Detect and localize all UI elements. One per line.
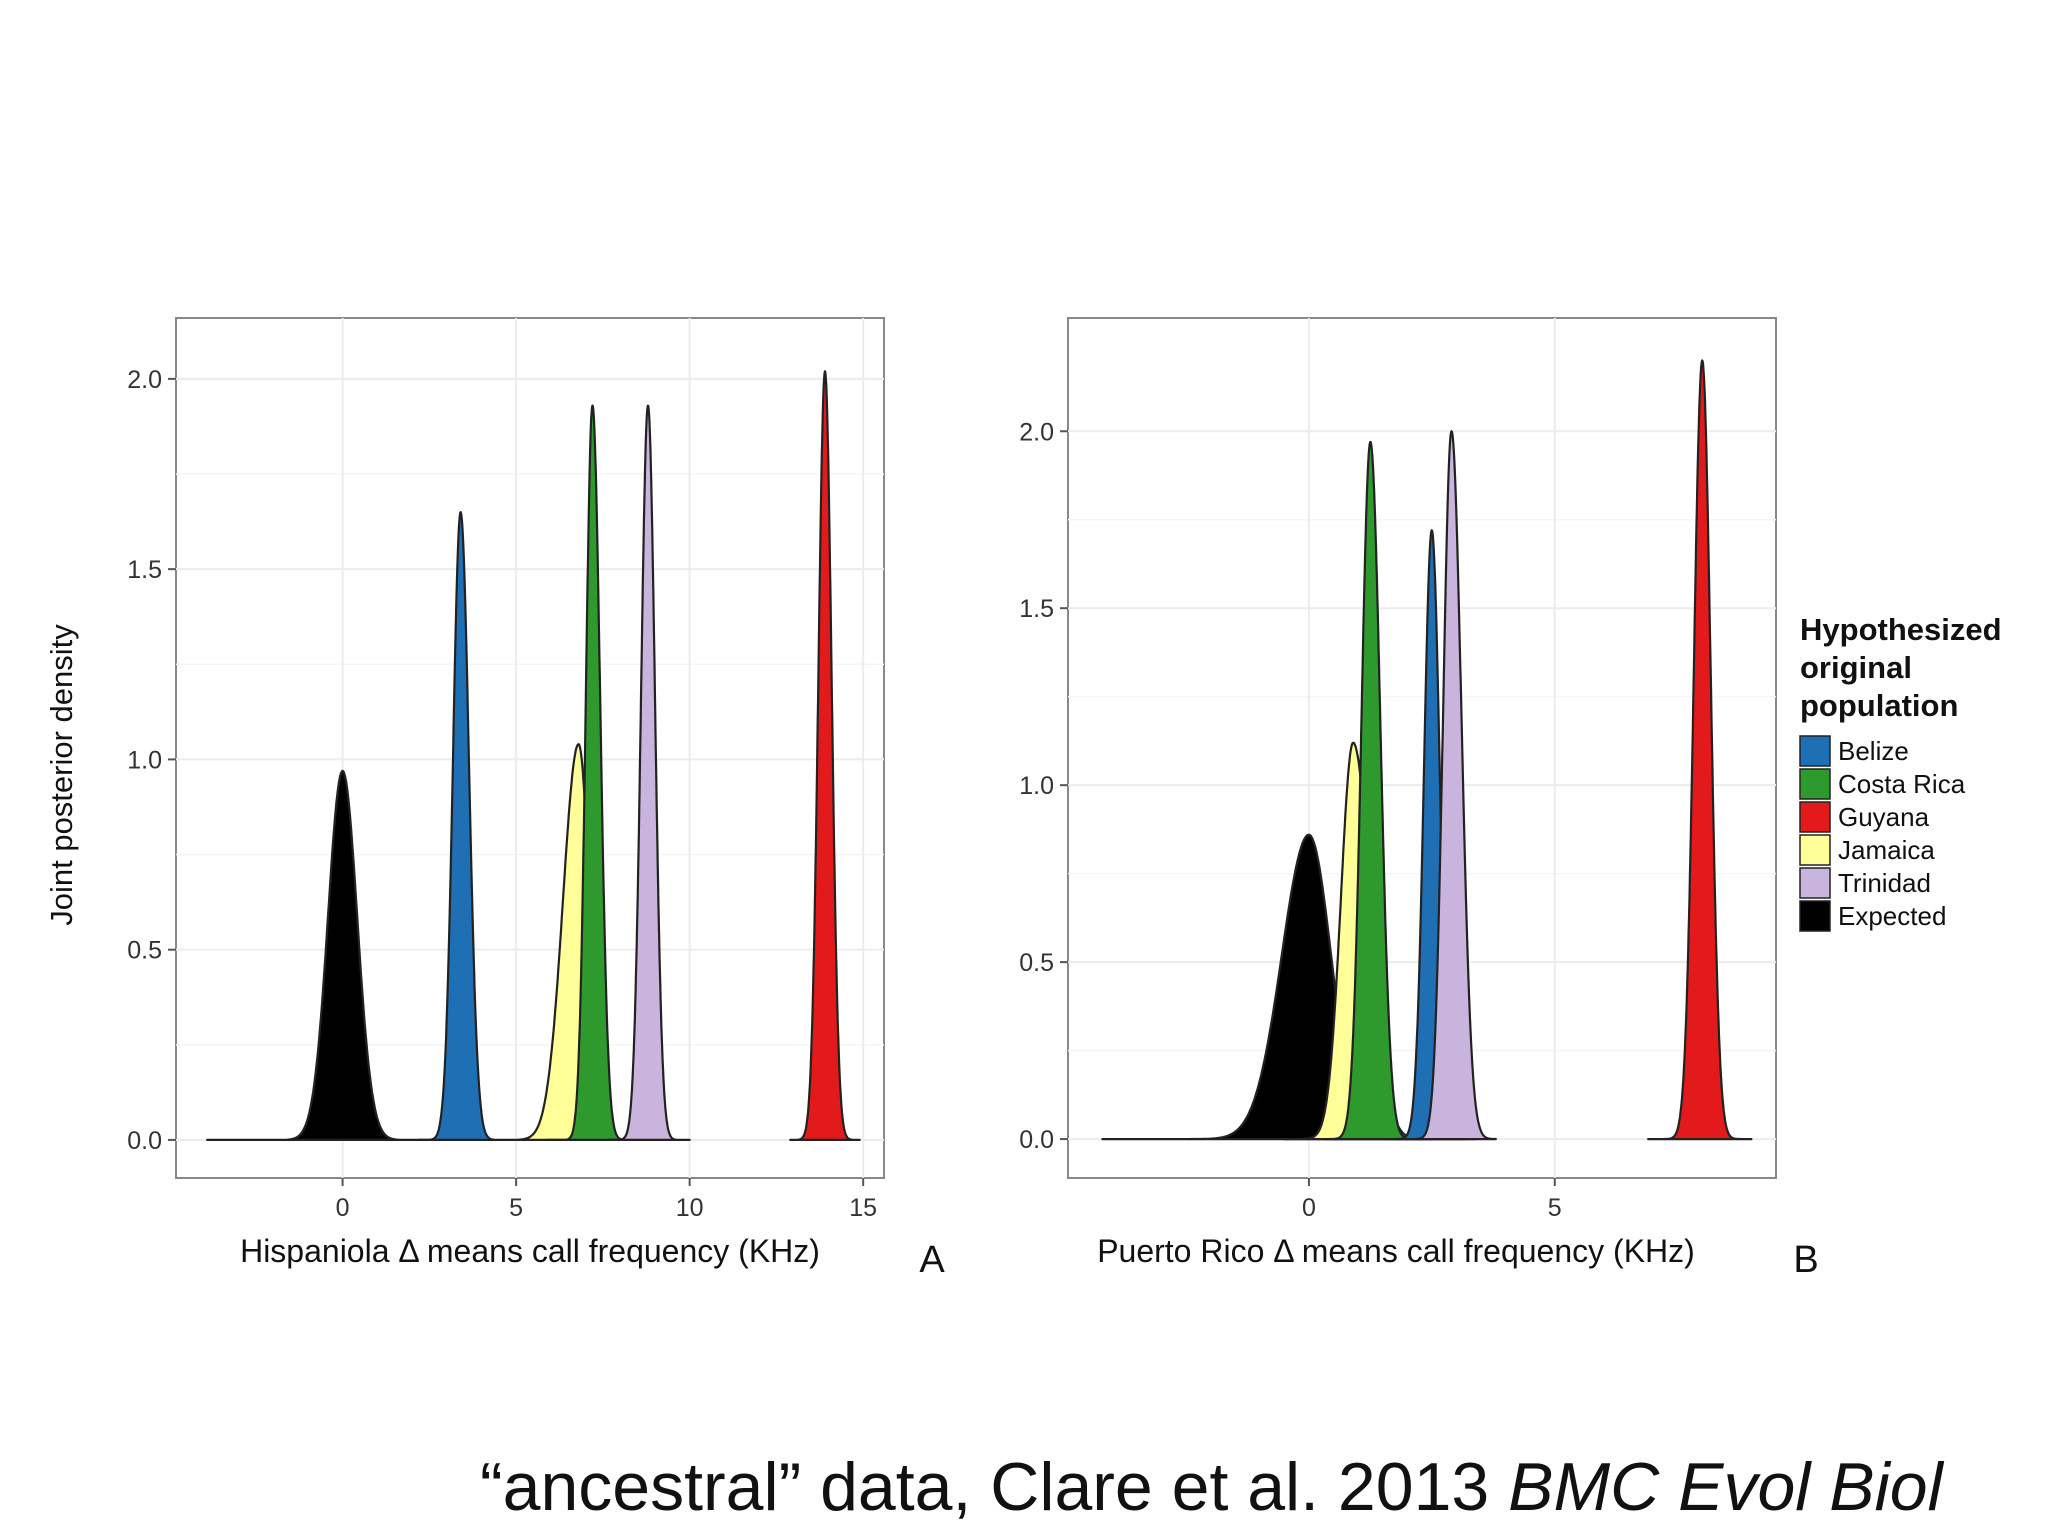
x-tick-label: 0 bbox=[1302, 1194, 1316, 1222]
x-tick-label: 5 bbox=[509, 1194, 523, 1222]
legend-swatch-belize bbox=[1799, 735, 1831, 767]
density-curve-trinidad bbox=[608, 404, 691, 1141]
panel-b-y-ticks: 0.0 0.5 1.0 1.5 2.0 bbox=[1019, 418, 1068, 1154]
density-curve-trinidad bbox=[1406, 430, 1497, 1141]
panel-a-label: A bbox=[919, 1239, 945, 1281]
panel-b-label: B bbox=[1793, 1239, 1818, 1281]
y-tick-label: 2.0 bbox=[127, 366, 162, 394]
panel-a-x-ticks: 0 5 10 15 bbox=[336, 1178, 877, 1222]
y-tick-label: 2.0 bbox=[1019, 418, 1054, 446]
panel-a-x-axis-label: Hispaniola Δ means call frequency (KHz) bbox=[240, 1233, 820, 1269]
y-tick-label: 0.0 bbox=[127, 1127, 162, 1155]
y-tick-label: 0.5 bbox=[127, 937, 162, 965]
legend-label-costa-rica: Costa Rica bbox=[1838, 769, 1966, 799]
legend-label-jamaica: Jamaica bbox=[1838, 835, 1935, 865]
legend-label-expected: Expected bbox=[1838, 901, 1946, 931]
citation-text: “ancestral” data, Clare et al. 2013 bbox=[480, 1449, 1509, 1525]
legend-title-line-3: population bbox=[1800, 688, 1958, 723]
y-tick-label: 1.5 bbox=[1019, 595, 1054, 623]
legend: Hypothesized original population BelizeC… bbox=[1799, 612, 2002, 932]
panel-b-x-axis-label: Puerto Rico Δ means call frequency (KHz) bbox=[1097, 1233, 1695, 1269]
y-tick-label: 0.0 bbox=[1019, 1126, 1054, 1154]
legend-label-trinidad: Trinidad bbox=[1838, 868, 1931, 898]
x-tick-label: 15 bbox=[849, 1194, 877, 1222]
citation-caption: “ancestral” data, Clare et al. 2013 BMC … bbox=[480, 1448, 1943, 1526]
panel-a: 0.0 0.5 1.0 1.5 2.0 0 5 10 15 Joint posterior d… bbox=[44, 317, 945, 1281]
x-tick-label: 0 bbox=[336, 1194, 350, 1222]
panel-a-y-axis-label: Joint posterior density bbox=[44, 624, 79, 926]
panel-b-density-curves bbox=[1101, 359, 1753, 1141]
plot-a-background bbox=[175, 317, 885, 1179]
legend-swatch-expected bbox=[1799, 900, 1831, 932]
legend-swatch-jamaica bbox=[1799, 834, 1831, 866]
panel-a-y-ticks: 0.0 0.5 1.0 1.5 2.0 bbox=[127, 366, 176, 1155]
y-tick-label: 1.0 bbox=[1019, 772, 1054, 800]
legend-label-guyana: Guyana bbox=[1838, 802, 1930, 832]
legend-label-belize: Belize bbox=[1838, 736, 1909, 766]
legend-swatch-costa-rica bbox=[1799, 768, 1831, 800]
panel-a-density-curves bbox=[206, 370, 861, 1141]
legend-swatch-trinidad bbox=[1799, 867, 1831, 899]
y-tick-label: 1.5 bbox=[127, 556, 162, 584]
legend-swatch-guyana bbox=[1799, 801, 1831, 833]
y-tick-label: 0.5 bbox=[1019, 949, 1054, 977]
density-curve-guyana bbox=[789, 370, 861, 1141]
citation-journal: BMC Evol Biol bbox=[1508, 1449, 1943, 1525]
x-tick-label: 10 bbox=[676, 1194, 704, 1222]
x-tick-label: 5 bbox=[1548, 1194, 1562, 1222]
density-curve-guyana bbox=[1647, 359, 1753, 1141]
y-tick-label: 1.0 bbox=[127, 746, 162, 774]
legend-title-line-1: Hypothesized bbox=[1800, 612, 2002, 647]
legend-title-line-2: original bbox=[1800, 650, 1912, 685]
density-curve-belize bbox=[417, 511, 507, 1141]
